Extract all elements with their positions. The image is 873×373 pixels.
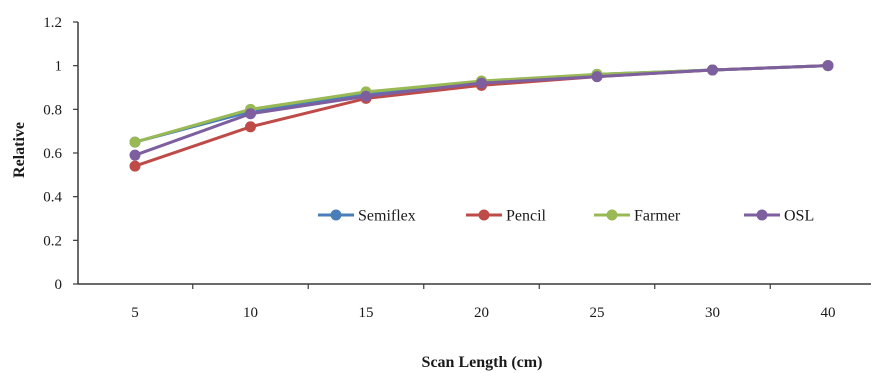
x-tick-label: 5 xyxy=(131,305,139,321)
y-tick-label: 0.4 xyxy=(43,190,62,206)
data-point xyxy=(476,77,487,89)
x-ticks: 5 10 15 20 25 30 40 xyxy=(131,284,836,321)
data-point xyxy=(129,160,141,172)
data-point xyxy=(245,108,256,120)
series-semiflex xyxy=(129,60,834,148)
x-axis-title: Scan Length (cm) xyxy=(422,354,543,371)
y-tick-label: 1.2 xyxy=(43,15,62,31)
series-farmer xyxy=(129,60,834,148)
legend-label: OSL xyxy=(784,208,814,225)
legend-item-pencil: Pencil xyxy=(466,208,547,225)
y-tick-label: 0.6 xyxy=(43,146,62,162)
legend-label: Farmer xyxy=(634,208,681,225)
series-layer xyxy=(129,60,834,172)
y-tick-label: 0 xyxy=(55,277,63,293)
x-tick-label: 30 xyxy=(705,305,720,321)
y-tick-label: 1 xyxy=(55,59,63,75)
data-point xyxy=(129,136,141,148)
data-point xyxy=(707,64,718,76)
legend-marker xyxy=(606,209,618,221)
series-osl xyxy=(129,60,834,161)
x-tick-label: 20 xyxy=(474,305,489,321)
x-tick-label: 25 xyxy=(590,305,605,321)
legend-item-semiflex: Semiflex xyxy=(318,208,416,225)
y-axis-title: Relative xyxy=(11,122,28,178)
legend-item-farmer: Farmer xyxy=(594,208,681,225)
x-tick-label: 40 xyxy=(821,305,836,321)
axes xyxy=(77,22,871,285)
y-tick-label: 0.8 xyxy=(43,102,62,118)
y-ticks: 0 0.2 0.4 0.6 0.8 1 1.2 xyxy=(43,15,78,293)
data-point xyxy=(129,149,141,161)
data-point xyxy=(360,90,372,102)
legend-item-osl: OSL xyxy=(744,208,814,225)
legend-marker xyxy=(330,209,342,221)
legend-label: Semiflex xyxy=(358,208,416,225)
data-point xyxy=(245,121,256,133)
y-tick-label: 0.2 xyxy=(43,233,62,249)
legend-marker xyxy=(756,209,768,221)
legend: Semiflex Pencil Farmer OSL xyxy=(318,208,814,225)
x-tick-label: 15 xyxy=(359,305,374,321)
data-point xyxy=(822,60,834,72)
legend-marker xyxy=(478,209,490,221)
x-tick-label: 10 xyxy=(243,305,258,321)
legend-label: Pencil xyxy=(506,208,547,225)
data-point xyxy=(591,71,603,83)
